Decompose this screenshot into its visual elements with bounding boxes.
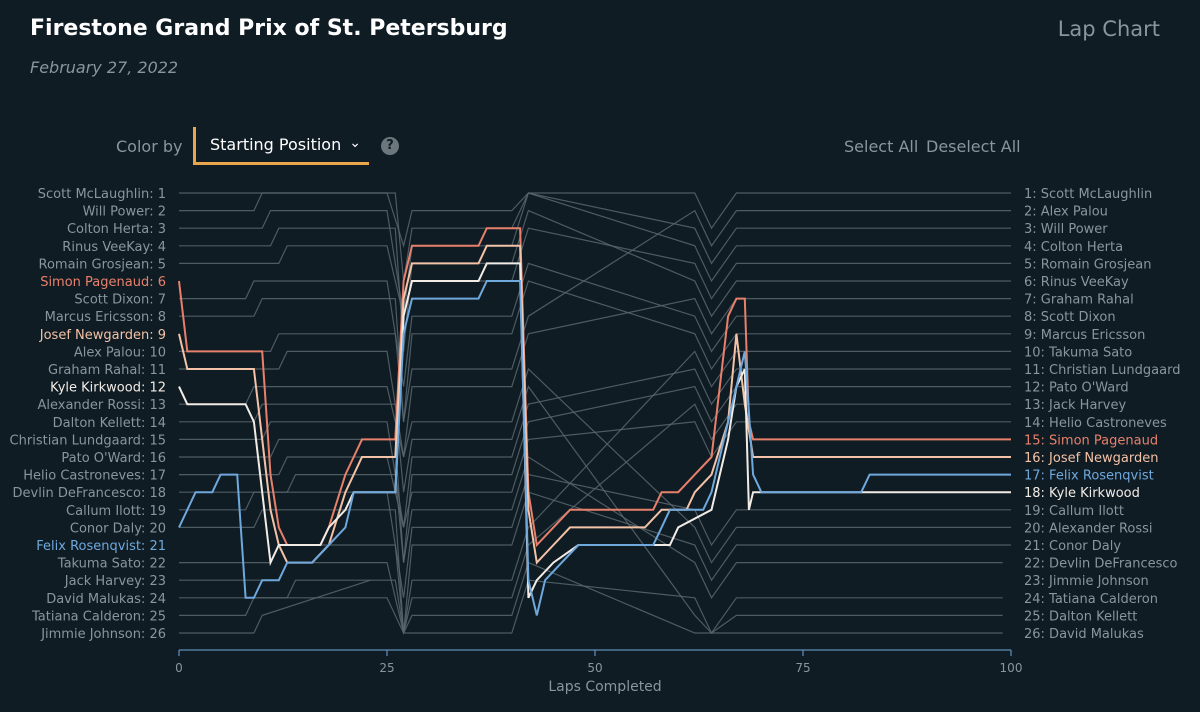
driver-line[interactable]	[179, 227, 1011, 317]
x-tick-label: 75	[795, 661, 810, 675]
start-label[interactable]: Christian Lundgaard: 15	[10, 433, 166, 448]
finish-label[interactable]: 9: Marcus Ericsson	[1024, 328, 1145, 343]
driver-line[interactable]	[179, 280, 1011, 422]
finish-label[interactable]: 20: Alexander Rossi	[1024, 521, 1153, 536]
driver-line[interactable]	[179, 192, 1011, 282]
finish-label[interactable]: 16: Josef Newgarden	[1024, 451, 1159, 466]
finish-label[interactable]: 2: Alex Palou	[1024, 205, 1108, 220]
start-label[interactable]: Dalton Kellett: 14	[53, 416, 166, 431]
x-axis-label: Laps Completed	[548, 679, 661, 695]
driver-line[interactable]	[179, 262, 1011, 387]
finish-label[interactable]: 19: Callum Ilott	[1024, 504, 1124, 519]
x-tick-label: 25	[379, 661, 394, 675]
finish-label[interactable]: 23: Jimmie Johnson	[1024, 574, 1149, 589]
start-label[interactable]: Scott McLaughlin: 1	[38, 187, 166, 202]
start-label[interactable]: Kyle Kirkwood: 12	[50, 381, 166, 396]
finish-label[interactable]: 5: Romain Grosjean	[1024, 257, 1151, 272]
finish-label[interactable]: 25: Dalton Kellett	[1024, 609, 1137, 624]
start-label[interactable]: Alexander Rossi: 13	[37, 398, 166, 413]
start-label[interactable]: Will Power: 2	[83, 205, 166, 220]
x-tick-label: 50	[587, 661, 602, 675]
start-label[interactable]: Romain Grosjean: 5	[39, 257, 166, 272]
chart-kind-label: Lap Chart	[1057, 17, 1160, 41]
finish-label[interactable]: 6: Rinus VeeKay	[1024, 275, 1129, 290]
x-tick-label: 0	[175, 661, 183, 675]
start-label[interactable]: Graham Rahal: 11	[48, 363, 166, 378]
start-label[interactable]: Devlin DeFrancesco: 18	[13, 486, 166, 501]
driver-line[interactable]	[179, 209, 1011, 422]
start-label[interactable]: Takuma Sato: 22	[57, 557, 166, 572]
finish-label[interactable]: 10: Takuma Sato	[1024, 345, 1132, 360]
start-label[interactable]: Jimmie Johnson: 26	[40, 627, 166, 642]
finish-label[interactable]: 12: Pato O'Ward	[1024, 381, 1129, 396]
highlighted-driver-line[interactable]	[178, 244, 1011, 565]
start-label[interactable]: Helio Castroneves: 17	[23, 469, 166, 484]
start-label[interactable]: Josef Newgarden: 9	[39, 328, 166, 343]
start-label[interactable]: Callum Ilott: 19	[66, 504, 166, 519]
finish-label[interactable]: 26: David Malukas	[1024, 627, 1144, 642]
finish-label[interactable]: 17: Felix Rosenqvist	[1024, 469, 1154, 484]
start-label[interactable]: Rinus VeeKay: 4	[62, 240, 166, 255]
driver-line[interactable]	[179, 491, 1011, 634]
finish-label[interactable]: 4: Colton Herta	[1024, 240, 1123, 255]
finish-label[interactable]: 14: Helio Castroneves	[1024, 416, 1167, 431]
finish-label[interactable]: 1: Scott McLaughlin	[1024, 187, 1152, 202]
start-label[interactable]: Felix Rosenqvist: 21	[36, 539, 166, 554]
driver-line[interactable]	[179, 297, 1011, 458]
finish-label[interactable]: 22: Devlin DeFrancesco	[1024, 557, 1178, 572]
x-tick-label: 100	[1000, 661, 1023, 675]
color-by-label: Color by	[116, 137, 183, 156]
finish-label[interactable]: 7: Graham Rahal	[1024, 293, 1134, 308]
page-title: Firestone Grand Prix of St. Petersburg	[30, 16, 508, 41]
driver-line[interactable]	[179, 473, 1011, 598]
driver-line[interactable]	[179, 385, 1011, 563]
driver-line[interactable]	[179, 579, 1003, 635]
driver-line[interactable]	[179, 368, 1011, 528]
race-date: February 27, 2022	[30, 58, 179, 77]
start-label[interactable]: Scott Dixon: 7	[74, 293, 166, 308]
start-label[interactable]: Jack Harvey: 23	[64, 574, 166, 589]
start-label[interactable]: Pato O'Ward: 16	[61, 451, 166, 466]
start-label[interactable]: David Malukas: 24	[46, 592, 166, 607]
start-label[interactable]: Alex Palou: 10	[74, 345, 166, 360]
chevron-down-icon: ⌄	[349, 135, 361, 151]
finish-label[interactable]: 15: Simon Pagenaud	[1024, 433, 1158, 448]
driver-line[interactable]	[179, 367, 1011, 564]
driver-line[interactable]	[179, 192, 1011, 317]
start-label[interactable]: Marcus Ericsson: 8	[45, 310, 166, 325]
highlighted-driver-line[interactable]	[178, 280, 1011, 616]
start-label[interactable]: Colton Herta: 3	[67, 222, 166, 237]
color-by-value: Starting Position	[210, 135, 342, 154]
driver-line[interactable]	[179, 192, 1011, 249]
finish-label[interactable]: 11: Christian Lundgaard	[1024, 363, 1180, 378]
help-icon[interactable]: ?	[381, 137, 399, 155]
finish-label[interactable]: 8: Scott Dixon	[1024, 310, 1116, 325]
finish-label[interactable]: 3: Will Power	[1024, 222, 1108, 237]
highlighted-driver-line[interactable]	[178, 262, 1011, 599]
start-label[interactable]: Simon Pagenaud: 6	[40, 275, 166, 290]
select-all-button[interactable]: Select All	[844, 137, 919, 156]
start-label[interactable]: Tatiana Calderon: 25	[31, 609, 166, 624]
driver-line[interactable]	[179, 579, 371, 634]
finish-label[interactable]: 18: Kyle Kirkwood	[1024, 486, 1140, 501]
finish-label[interactable]: 24: Tatiana Calderon	[1024, 592, 1158, 607]
finish-label[interactable]: 21: Conor Daly	[1024, 539, 1121, 554]
deselect-all-button[interactable]: Deselect All	[926, 137, 1021, 156]
start-label[interactable]: Conor Daly: 20	[70, 521, 166, 536]
color-by-select[interactable]: Starting Position ⌄	[193, 127, 369, 165]
finish-label[interactable]: 13: Jack Harvey	[1024, 398, 1126, 413]
